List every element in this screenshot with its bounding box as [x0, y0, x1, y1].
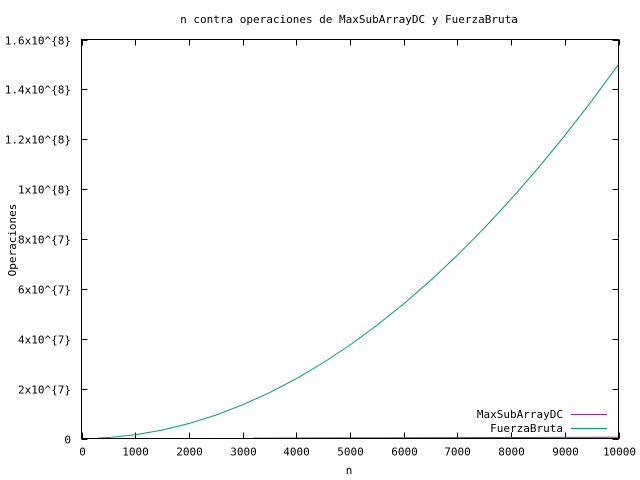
- legend-label: FuerzaBruta: [490, 422, 563, 435]
- x-tick-label: 8000: [498, 446, 525, 459]
- y-tick-label: 1.2x10^{8}: [5, 134, 71, 147]
- y-tick-label: 4x10^{7}: [18, 334, 71, 347]
- plot-frame: [81, 39, 619, 439]
- x-tick-label: 1000: [122, 446, 149, 459]
- x-tick-label: 7000: [444, 446, 471, 459]
- axis-ticks: 0 1000 2000 3000 4000 5000 6000 7000 8000 9000 100…: [5, 35, 636, 459]
- y-tick-label: 1.6x10^{8}: [5, 35, 71, 48]
- y-axis-label: Operaciones: [6, 204, 19, 277]
- y-tick-label: 0: [64, 434, 71, 447]
- y-tick-label: 6x10^{7}: [18, 284, 71, 297]
- y-tick-label: 1.4x10^{8}: [5, 84, 71, 97]
- x-tick-label: 3000: [230, 446, 257, 459]
- x-tick-label: 9000: [552, 446, 579, 459]
- series-lines: [97, 64, 619, 439]
- x-tick-label: 6000: [391, 446, 418, 459]
- x-axis-label: n: [346, 464, 353, 477]
- legend-label: MaxSubArrayDC: [477, 408, 563, 421]
- y-tick-label: 1x10^{8}: [18, 184, 71, 197]
- series-line-fuerzabruta: [97, 64, 619, 439]
- chart-title: n contra operaciones de MaxSubArrayDC y …: [180, 13, 518, 26]
- x-tick-label: 5000: [337, 446, 364, 459]
- y-tick-label: 2x10^{7}: [18, 384, 71, 397]
- series-line-maxsubarraydc: [253, 436, 619, 439]
- x-tick-label: 2000: [176, 446, 203, 459]
- x-tick-label: 0: [79, 446, 86, 459]
- x-tick-label: 10000: [603, 446, 636, 459]
- y-tick-label: 8x10^{7}: [18, 234, 71, 247]
- x-tick-label: 4000: [283, 446, 310, 459]
